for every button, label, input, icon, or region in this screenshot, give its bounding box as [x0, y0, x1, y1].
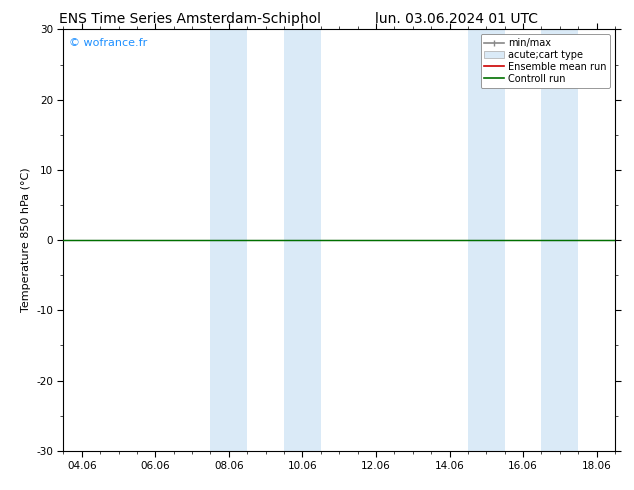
- Text: © wofrance.fr: © wofrance.fr: [69, 38, 147, 48]
- Bar: [210, 29, 247, 451]
- Text: ENS Time Series Amsterdam-Schiphol: ENS Time Series Amsterdam-Schiphol: [59, 12, 321, 26]
- Text: lun. 03.06.2024 01 UTC: lun. 03.06.2024 01 UTC: [375, 12, 538, 26]
- Bar: [468, 29, 505, 451]
- Y-axis label: Temperature 850 hPa (°C): Temperature 850 hPa (°C): [20, 168, 30, 313]
- Bar: [284, 29, 321, 451]
- Bar: [541, 29, 578, 451]
- Legend: min/max, acute;cart type, Ensemble mean run, Controll run: min/max, acute;cart type, Ensemble mean …: [481, 34, 610, 88]
